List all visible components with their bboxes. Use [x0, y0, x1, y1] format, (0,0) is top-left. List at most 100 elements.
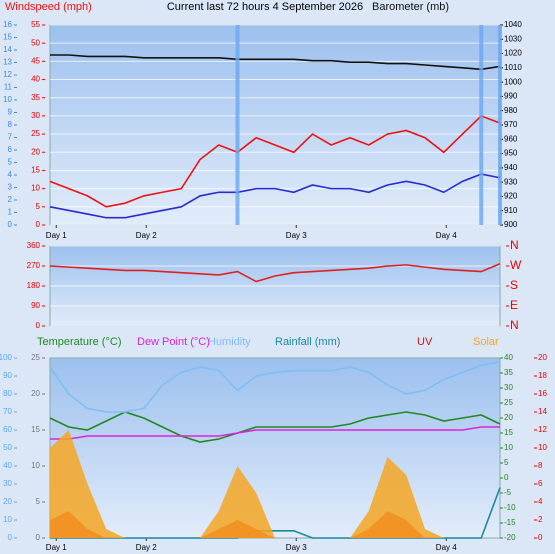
y3-tick-label: 7: [8, 133, 13, 142]
y2-tick-label: 910: [504, 206, 518, 215]
y-tick-label: 30: [3, 479, 12, 488]
y2-tick-label: 930: [504, 177, 518, 186]
y2-tick-label: 950: [504, 149, 518, 158]
y-tick-label: 60: [3, 425, 12, 434]
legend-label: Humidity: [208, 336, 251, 348]
y-tick-label: 45: [31, 56, 40, 65]
bar: [235, 25, 240, 225]
y-tick-label: 50: [3, 443, 12, 452]
legend-label: Temperature (°C): [37, 336, 121, 348]
y2-tick-label: 990: [504, 92, 518, 101]
y2-tick-label: 1000: [504, 77, 522, 86]
y2-tick-label: 25: [504, 398, 513, 407]
y3-tick-label: 10: [3, 95, 12, 104]
y4-tick-label: 15: [31, 425, 40, 434]
y2-tick-label: 30: [504, 383, 513, 392]
y3-tick-label: 2: [538, 515, 543, 524]
y4-tick-label: 5: [36, 497, 41, 506]
y3-tick-label: 6: [8, 145, 13, 154]
y-tick-label: 10: [31, 184, 40, 193]
y-tick-label: 360: [27, 241, 41, 250]
y-tick-label: 40: [3, 461, 12, 470]
y3-tick-label: 0: [538, 533, 543, 542]
y2-tick-label: 960: [504, 134, 518, 143]
y2-tick-label: 0: [504, 473, 509, 482]
y-tick-label: 100: [0, 353, 13, 362]
line: [49, 360, 501, 413]
y3-tick-label: 15: [3, 33, 12, 42]
y2-tick-label: 920: [504, 192, 518, 201]
y2-tick-label: 40: [504, 353, 513, 362]
line: [50, 426, 500, 440]
y3-tick-label: 16: [538, 389, 547, 398]
y2-tick-label: 35: [504, 368, 513, 377]
y3-tick-label: 1: [8, 208, 13, 217]
x-tick-label: Day 3: [286, 231, 307, 240]
y2-tick-label: 980: [504, 106, 518, 115]
chart-title: Current last 72 hours 4 September 2026: [167, 1, 363, 13]
x-tick-label: Day 1: [46, 231, 67, 240]
y-tick-label: 10: [3, 515, 12, 524]
legend-label: Barometer (mb): [372, 1, 449, 13]
bar: [479, 25, 484, 225]
y-tick-label: 5: [36, 202, 41, 211]
y3-tick-label: 12: [538, 425, 547, 434]
y2-tick-label: 900: [504, 220, 518, 229]
y-tick-label: 0: [36, 321, 41, 330]
y4-tick-label: 10: [31, 461, 40, 470]
line: [49, 114, 501, 208]
y-tick-label: 30: [31, 111, 40, 120]
y2-tick-label: 940: [504, 163, 518, 172]
line: [49, 173, 501, 219]
y-tick-label: 180: [27, 281, 41, 290]
legend-label: Windspeed (mph): [5, 1, 92, 13]
y2-tick-label: -10: [504, 503, 516, 512]
y3-tick-label: 6: [538, 479, 543, 488]
y-tick-label: 15: [31, 166, 40, 175]
y3-tick-label: 14: [538, 407, 547, 416]
legend-label: Rainfall (mm): [275, 336, 340, 348]
y3-tick-label: 9: [8, 108, 13, 117]
y4-tick-label: 0: [36, 533, 41, 542]
y2-tick-label: W: [510, 258, 522, 272]
y3-tick-label: 5: [8, 158, 13, 167]
x-tick-label: Day 3: [286, 543, 307, 552]
y-tick-label: 40: [31, 75, 40, 84]
y3-tick-label: 8: [538, 461, 543, 470]
y4-tick-label: 25: [31, 353, 40, 362]
bar: [498, 25, 502, 225]
y2-tick-label: 20: [504, 413, 513, 422]
y-tick-label: 0: [8, 533, 13, 542]
legend-label: Solar: [473, 336, 499, 348]
y3-tick-label: 4: [538, 497, 543, 506]
y4-tick-label: 20: [31, 389, 40, 398]
y3-tick-label: 18: [538, 371, 547, 380]
y3-tick-label: 8: [8, 120, 13, 129]
y2-tick-label: -20: [504, 533, 516, 542]
y-tick-label: 0: [36, 220, 41, 229]
y2-tick-label: -5: [504, 488, 512, 497]
area: [50, 430, 500, 538]
x-tick-label: Day 1: [46, 543, 67, 552]
y-tick-label: 20: [3, 497, 12, 506]
y3-tick-label: 14: [3, 45, 12, 54]
y2-tick-label: 5: [504, 458, 509, 467]
y2-tick-label: E: [510, 298, 518, 312]
plot-area: [49, 357, 501, 539]
y-tick-label: 20: [31, 147, 40, 156]
y3-tick-label: 11: [4, 83, 13, 92]
y2-tick-label: N: [510, 238, 519, 252]
y3-tick-label: 13: [3, 58, 12, 67]
y3-tick-label: 0: [8, 220, 13, 229]
x-tick-label: Day 2: [136, 543, 157, 552]
y2-tick-label: S: [510, 278, 518, 292]
y-tick-label: 70: [3, 407, 12, 416]
y2-tick-label: 1030: [504, 34, 522, 43]
y3-tick-label: 3: [8, 183, 13, 192]
y-tick-label: 90: [3, 371, 12, 380]
y-tick-label: 35: [31, 93, 40, 102]
y2-tick-label: 1020: [504, 49, 522, 58]
y2-tick-label: 15: [504, 428, 513, 437]
